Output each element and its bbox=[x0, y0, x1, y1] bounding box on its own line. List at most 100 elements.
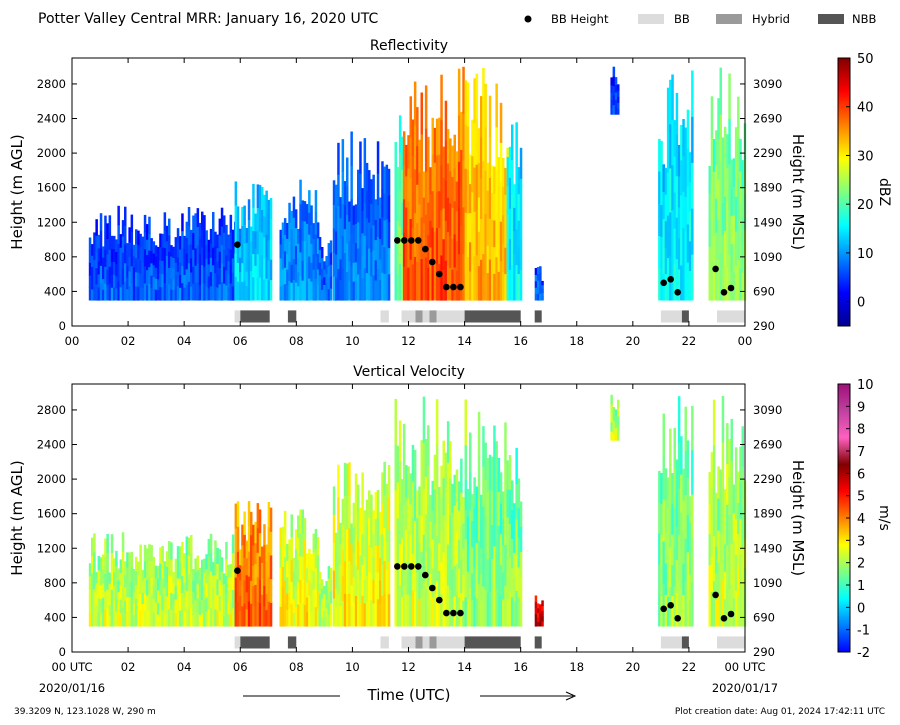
data-cell bbox=[662, 245, 665, 274]
data-cell bbox=[343, 528, 347, 562]
data-cell bbox=[664, 563, 668, 596]
data-cell bbox=[515, 483, 518, 520]
data-cell bbox=[341, 498, 345, 525]
data-cell bbox=[409, 595, 412, 627]
data-cell bbox=[534, 613, 538, 621]
data-cell bbox=[387, 273, 391, 301]
data-cell bbox=[148, 576, 151, 594]
data-cell bbox=[88, 262, 92, 276]
data-cell bbox=[361, 595, 364, 627]
data-cell bbox=[283, 580, 287, 604]
data-cell bbox=[614, 84, 618, 93]
data-cell bbox=[354, 504, 358, 535]
data-cell bbox=[469, 548, 472, 588]
data-cell bbox=[398, 226, 402, 264]
data-cell bbox=[504, 503, 507, 546]
data-cell bbox=[137, 587, 140, 601]
x-tick-label: 12 bbox=[401, 660, 416, 674]
data-cell bbox=[433, 265, 437, 301]
data-cell bbox=[381, 533, 384, 565]
data-cell bbox=[141, 249, 145, 263]
data-cell bbox=[712, 235, 716, 269]
data-cell bbox=[497, 157, 501, 187]
data-cell bbox=[396, 246, 400, 274]
data-cell bbox=[207, 288, 211, 301]
data-cell bbox=[398, 584, 402, 627]
data-cell bbox=[370, 203, 373, 229]
data-cell bbox=[660, 473, 663, 505]
data-cell bbox=[185, 590, 189, 609]
data-cell bbox=[361, 503, 364, 535]
data-cell bbox=[376, 490, 380, 518]
data-cell bbox=[97, 273, 101, 288]
data-cell bbox=[218, 549, 222, 566]
data-cell bbox=[146, 610, 149, 627]
data-cell bbox=[446, 421, 450, 463]
data-cell bbox=[453, 535, 456, 567]
data-cell bbox=[612, 407, 616, 415]
data-cell bbox=[688, 496, 692, 523]
data-cell bbox=[190, 229, 193, 245]
data-cell bbox=[183, 582, 186, 598]
bb-height-point bbox=[674, 615, 681, 622]
bb-height-point bbox=[429, 258, 436, 266]
data-cell bbox=[223, 605, 226, 616]
data-cell bbox=[442, 208, 445, 240]
data-cell bbox=[732, 271, 736, 301]
data-cell bbox=[176, 546, 180, 563]
data-cell bbox=[225, 285, 228, 301]
data-cell bbox=[664, 194, 668, 222]
data-cell bbox=[739, 203, 742, 236]
data-cell bbox=[337, 205, 340, 238]
data-cell bbox=[666, 596, 670, 627]
data-cell bbox=[396, 273, 400, 301]
data-cell bbox=[433, 196, 437, 232]
data-cell bbox=[258, 556, 262, 580]
data-cell bbox=[732, 512, 736, 542]
data-cell bbox=[429, 599, 432, 627]
data-cell bbox=[163, 282, 167, 301]
data-cell bbox=[99, 248, 103, 266]
data-cell bbox=[416, 544, 419, 573]
data-cell bbox=[741, 586, 744, 627]
data-cell bbox=[216, 287, 219, 301]
data-cell bbox=[726, 200, 729, 235]
data-cell bbox=[265, 593, 268, 611]
data-cell bbox=[239, 564, 242, 581]
data-cell bbox=[612, 85, 616, 96]
data-cell bbox=[513, 276, 516, 301]
data-cell bbox=[179, 610, 182, 627]
data-cell bbox=[671, 119, 674, 166]
data-cell bbox=[383, 461, 386, 496]
data-cell bbox=[329, 252, 333, 265]
data-cell bbox=[137, 244, 140, 259]
data-cell bbox=[312, 552, 315, 572]
data-cell bbox=[493, 545, 496, 587]
data-cell bbox=[539, 604, 542, 610]
data-cell bbox=[161, 578, 164, 595]
data-cell bbox=[161, 594, 164, 611]
data-cell bbox=[431, 227, 434, 265]
data-cell bbox=[442, 269, 445, 301]
data-cell bbox=[418, 514, 421, 543]
data-cell bbox=[279, 229, 282, 245]
data-cell bbox=[511, 194, 514, 231]
bb-height-point bbox=[450, 609, 457, 617]
data-cell bbox=[504, 273, 507, 301]
data-cell bbox=[305, 242, 309, 263]
data-cell bbox=[207, 239, 211, 253]
data-cell bbox=[113, 585, 116, 600]
data-cell bbox=[477, 540, 481, 584]
data-cell bbox=[143, 249, 147, 267]
bb-type-segment bbox=[464, 636, 521, 649]
data-cell bbox=[332, 486, 336, 515]
data-cell bbox=[190, 243, 193, 259]
colorbar-tick-label: 30 bbox=[857, 149, 874, 164]
data-cell bbox=[314, 212, 318, 235]
data-cell bbox=[250, 270, 253, 286]
data-cell bbox=[534, 293, 538, 301]
data-cell bbox=[662, 191, 665, 220]
data-cell bbox=[236, 281, 240, 301]
data-cell bbox=[119, 247, 123, 261]
data-cell bbox=[205, 582, 208, 598]
